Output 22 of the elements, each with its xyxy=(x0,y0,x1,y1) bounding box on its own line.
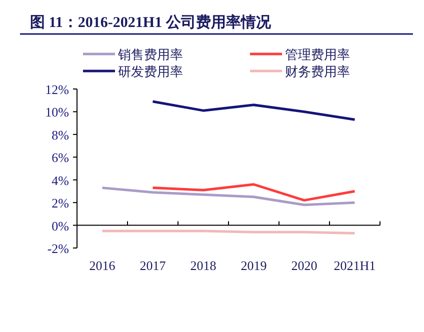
line-series xyxy=(101,186,356,206)
x-tick-label: 2017 xyxy=(140,258,166,273)
y-tick-label: -2% xyxy=(47,241,70,256)
y-tick-label: 8% xyxy=(52,127,70,142)
line-series xyxy=(152,183,356,202)
x-tick-label: 2021H1 xyxy=(334,258,376,273)
line-series xyxy=(152,100,356,121)
y-tick-label: 6% xyxy=(52,150,70,166)
legend-label: 销售费用率 xyxy=(117,47,183,62)
x-tick-label: 2018 xyxy=(190,258,216,273)
y-tick-label: 4% xyxy=(52,172,70,188)
legend-label: 管理费用率 xyxy=(285,47,350,62)
y-tick-label: 2% xyxy=(52,196,70,211)
y-tick-label: 0% xyxy=(52,218,70,234)
x-tick-label: 2020 xyxy=(291,258,318,273)
chart-title: 图 11：2016-2021H1 公司费用率情况 xyxy=(30,13,272,31)
x-tick-label: 2019 xyxy=(240,258,267,273)
legend-label: 研发费用率 xyxy=(118,64,183,79)
x-tick-label: 2016 xyxy=(89,258,116,273)
y-tick-label: 12% xyxy=(45,82,70,97)
legend-label: 财务费用率 xyxy=(285,64,350,79)
y-tick-label: 10% xyxy=(45,104,70,120)
